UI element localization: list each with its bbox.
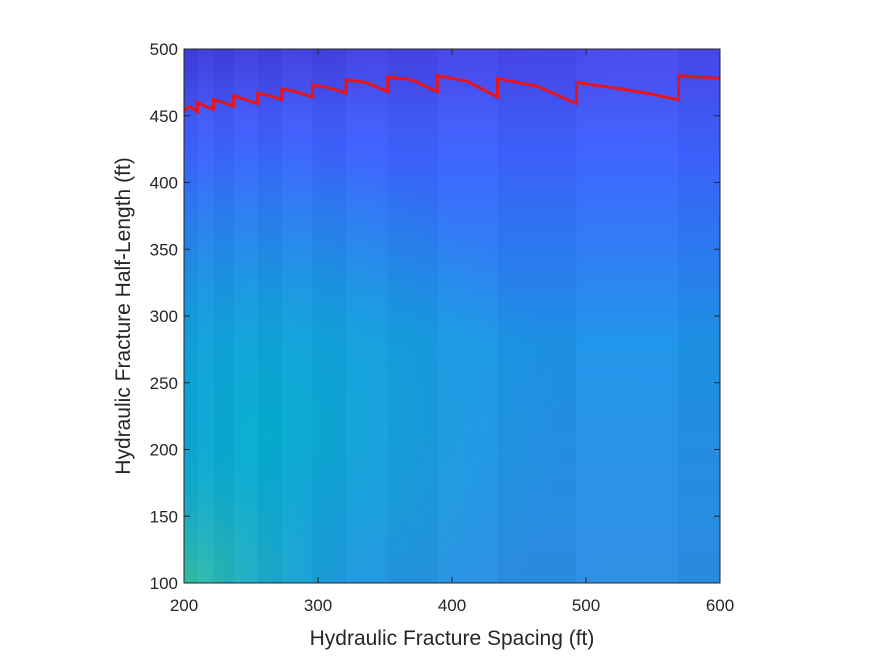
heatmap-column-band — [498, 49, 577, 583]
y-tick-label: 300 — [150, 307, 178, 326]
heatmap-column-band — [437, 49, 497, 583]
series-line-optimum — [184, 73, 720, 115]
heatmap-green-corner — [184, 49, 720, 583]
y-tick-label: 500 — [150, 40, 178, 59]
heatmap-dark-top-band — [184, 49, 720, 114]
heatmap-area — [184, 49, 720, 583]
x-tick-label: 500 — [572, 596, 600, 615]
x-axis-ticks — [183, 49, 721, 583]
y-axis-tick-labels: 100 150 200 250 300 350 400 450 500 — [150, 40, 178, 593]
y-tick-label: 350 — [150, 240, 178, 259]
heatmap-column-band — [197, 49, 213, 583]
x-tick-label: 600 — [706, 596, 734, 615]
heatmap-column-band — [678, 49, 720, 583]
x-tick-label: 300 — [304, 596, 332, 615]
heatmap-column-band — [213, 49, 233, 583]
heatmap-column-band — [258, 49, 282, 583]
x-axis-title: Hydraulic Fracture Spacing (ft) — [310, 627, 595, 650]
heatmap-column-band — [234, 49, 258, 583]
x-axis-tick-labels: 200 300 400 500 600 — [170, 596, 734, 615]
y-tick-label: 450 — [150, 107, 178, 126]
heatmap-column-band — [346, 49, 388, 583]
x-tick-label: 200 — [170, 596, 198, 615]
y-tick-label: 200 — [150, 441, 178, 460]
heatmap-column-bands — [184, 49, 720, 583]
y-tick-label: 250 — [150, 374, 178, 393]
y-tick-label: 150 — [150, 507, 178, 526]
heatmap-column-band — [313, 49, 347, 583]
y-axis-title: Hydraulic Fracture Half-Length (ft) — [112, 157, 135, 474]
heatmap-column-band — [282, 49, 313, 583]
y-tick-label: 400 — [150, 174, 178, 193]
heatmap-column-band — [577, 49, 679, 583]
heatmap-column-band — [388, 49, 438, 583]
y-axis-ticks — [184, 48, 720, 584]
x-tick-label: 400 — [438, 596, 466, 615]
y-tick-label: 100 — [150, 574, 178, 593]
